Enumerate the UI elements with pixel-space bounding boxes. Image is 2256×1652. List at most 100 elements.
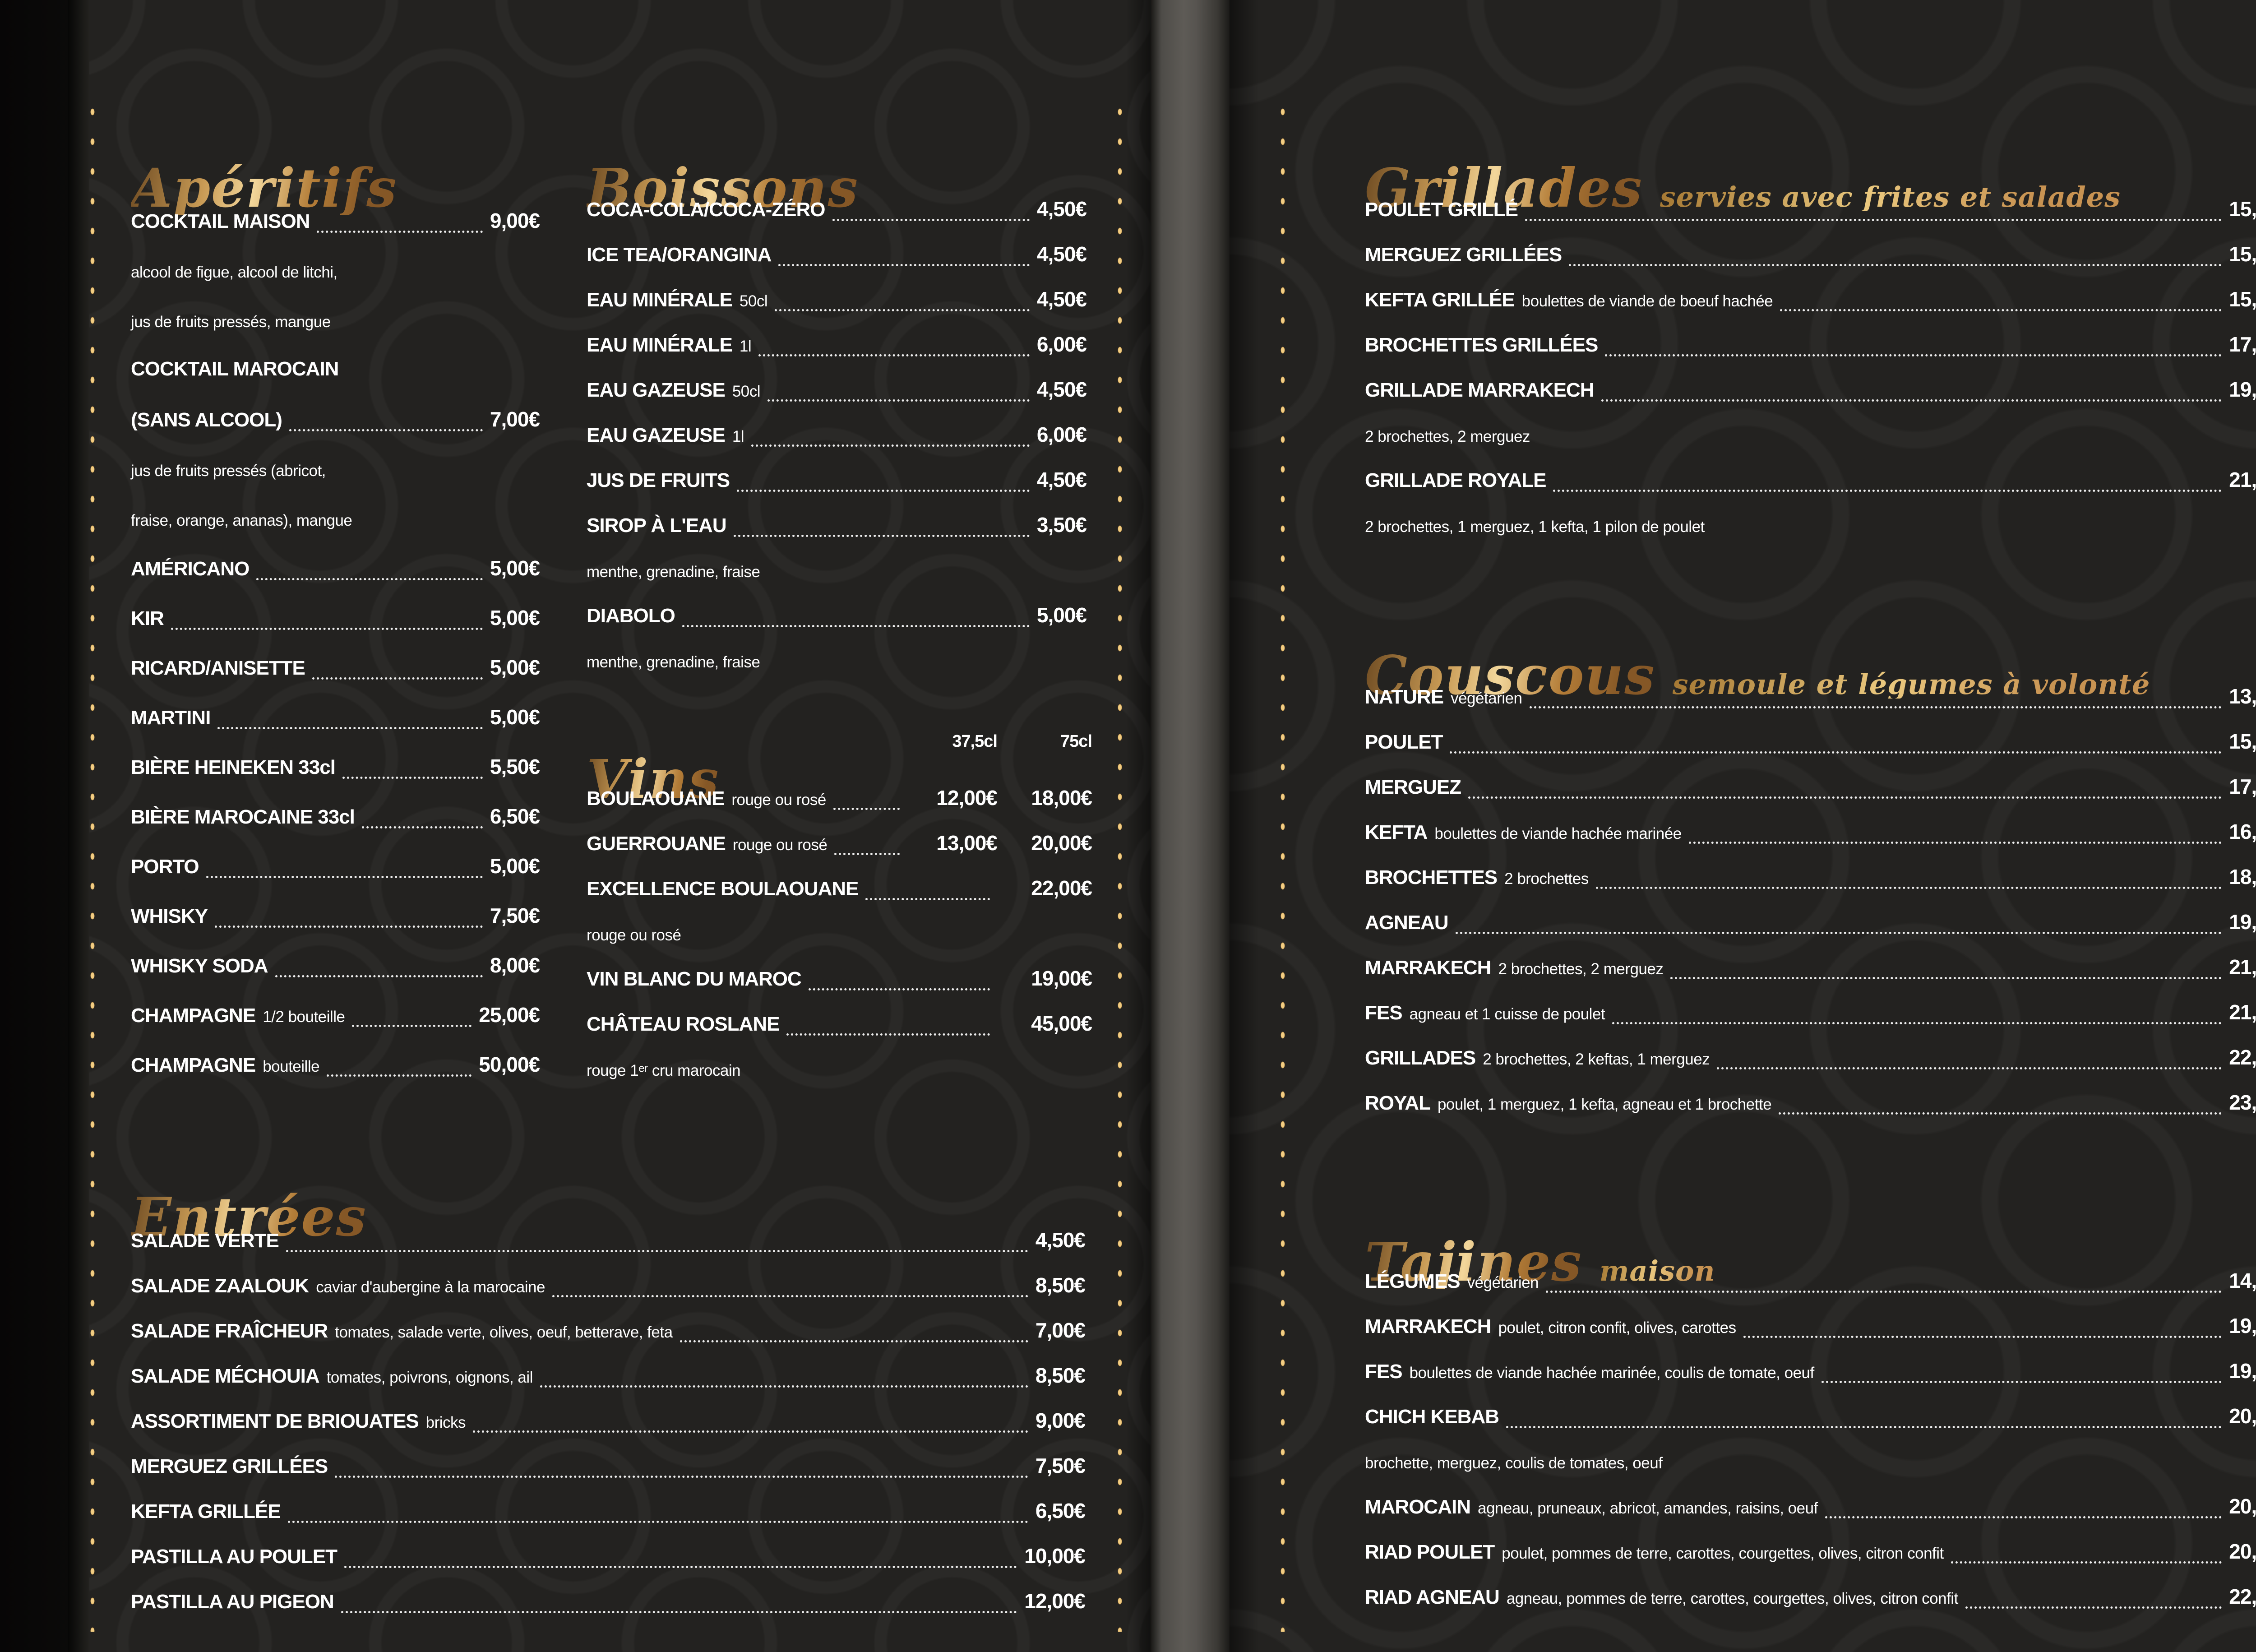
item-price: 20,00€	[2229, 1540, 2256, 1563]
menu-page-right: Grillades servies avec frites et salades…	[1230, 0, 2256, 1652]
dotted-leader	[206, 876, 483, 878]
menu-item-row: CHICH KEBAB 20,00€	[1365, 1392, 2256, 1437]
dotted-leader	[1780, 309, 2222, 311]
dotted-leader	[256, 578, 483, 580]
menu-item-row: COCA-COLA/COCA-ZÉRO 4,50€	[587, 185, 1087, 230]
menu-item-row: GRILLADE MARRAKECH 19,50€	[1365, 366, 2256, 411]
item-price: 18,00€	[2229, 865, 2256, 888]
gold-dotted-border	[1116, 97, 1124, 1632]
dotted-leader	[287, 1521, 1028, 1523]
item-price: 15,50€	[2229, 287, 2256, 311]
dotted-leader	[751, 444, 1030, 447]
item-note: 1/2 bouteille	[263, 1008, 345, 1026]
item-price: 22,00€	[1031, 876, 1092, 900]
item-name: SALADE MÉCHOUIA	[131, 1365, 320, 1387]
item-price: 4,50€	[1036, 378, 1087, 401]
dotted-leader	[737, 490, 1030, 492]
item-name: BOULAOUANE	[587, 787, 725, 810]
dotted-leader	[1450, 751, 2222, 754]
item-name: MERGUEZ GRILLÉES	[1365, 244, 1562, 266]
item-price: 17,00€	[2229, 775, 2256, 798]
menu-item-description-row: brochette, merguez, coulis de tomates, o…	[1365, 1437, 2256, 1482]
item-note: agneau, pommes de terre, carottes, courg…	[1506, 1590, 1958, 1607]
menu-item-row: KIR 5,00€	[131, 596, 540, 645]
dotted-leader	[327, 1074, 472, 1077]
menu-item-description-row: menthe, grenadine, fraise	[587, 546, 1086, 591]
dotted-leader	[1525, 219, 2222, 221]
item-name: GUERROUANE	[587, 833, 726, 855]
menu-item-row: MERGUEZ GRILLÉES 7,50€	[131, 1442, 1086, 1487]
menu-item-row: PASTILLA AU POULET 10,00€	[131, 1532, 1086, 1577]
item-price: 7,50€	[1035, 1454, 1086, 1477]
item-description: fraise, orange, ananas), mangue	[131, 512, 352, 529]
item-price: 22,50€	[2229, 1046, 2256, 1069]
item-name: CHICH KEBAB	[1365, 1406, 1499, 1428]
item-price: 4,50€	[1036, 287, 1087, 311]
item-price: 19,50€	[2229, 378, 2256, 401]
item-name: AGNEAU	[1365, 912, 1449, 934]
item-name: JUS DE FRUITS	[587, 469, 730, 491]
dotted-leader	[1529, 706, 2222, 708]
section-title-boissons: Boissons	[587, 156, 859, 219]
menu-item-row: COCKTAIL MAROCAIN	[131, 347, 540, 397]
item-price: 6,50€	[490, 805, 540, 828]
item-price: 21,50€	[2229, 1000, 2256, 1024]
menu-item-row: BIÈRE MAROCAINE 33cl 6,50€	[131, 794, 540, 844]
item-name: CHAMPAGNE	[131, 1054, 256, 1076]
dotted-leader	[286, 1250, 1028, 1252]
item-price: 4,50€	[1035, 1228, 1086, 1252]
item-price: 25,00€	[479, 1003, 540, 1027]
item-note: boulettes de viande de boeuf hachée	[1521, 292, 1773, 310]
dotted-leader	[778, 264, 1030, 266]
menu-item-row: VIN BLANC DU MAROC 19,00€	[587, 954, 1092, 1000]
menu-item-row: KEFTA boulettes de viande hachée marinée 1…	[1365, 808, 2256, 853]
dotted-leader	[682, 625, 1030, 627]
menu-item-description-row: 2 brochettes, 1 merguez, 1 kefta, 1 pilo…	[1365, 501, 2256, 546]
item-name: MERGUEZ GRILLÉES	[131, 1455, 328, 1477]
menu-item-row: RIAD POULET poulet, pommes de terre, caro…	[1365, 1527, 2256, 1573]
item-name: KEFTA	[1365, 821, 1428, 843]
item-name: BROCHETTES GRILLÉES	[1365, 334, 1598, 356]
item-name: CHÂTEAU ROSLANE	[587, 1013, 780, 1035]
menu-item-row: WHISKY 7,50€	[131, 893, 540, 943]
menu-item-row: NATURE végétarien 13,00€	[1365, 672, 2256, 717]
dotted-leader	[342, 777, 483, 779]
dotted-leader	[1717, 1067, 2222, 1069]
menu-item-row: PASTILLA AU PIGEON 12,00€	[131, 1577, 1086, 1622]
menu-item-row: EAU MINÉRALE 50cl 4,50€	[587, 275, 1087, 320]
menu-item-row: MARRAKECH poulet, citron confit, olives, …	[1365, 1302, 2256, 1347]
item-price: 7,50€	[490, 904, 540, 927]
item-name: FES	[1365, 1002, 1403, 1024]
section-items: POULET GRILLÉ 15,00€ MERGUEZ GRILLÉES 15,50…	[1365, 185, 2256, 546]
dotted-leader	[217, 727, 483, 729]
dotted-leader	[808, 988, 990, 990]
dotted-leader	[1688, 842, 2222, 844]
item-description: menthe, grenadine, fraise	[587, 563, 760, 581]
section-title-tajines: Tajines	[1365, 1230, 1582, 1293]
item-name: EAU GAZEUSE	[587, 424, 726, 446]
wine-size-column-headers: 37,5cl 75cl	[907, 732, 1092, 751]
menu-item-row: EXCELLENCE BOULAOUANE 22,00€	[587, 864, 1092, 909]
section-subtitle-grillades: servies avec frites et salades	[1660, 180, 2121, 213]
dotted-leader	[1951, 1561, 2222, 1564]
item-price: 13,00€	[2229, 685, 2256, 708]
section-items: COCA-COLA/COCA-ZÉRO 4,50€ ICE TEA/ORANGINA…	[587, 185, 1087, 681]
item-description: 2 brochettes, 2 merguez	[1365, 428, 1530, 445]
item-description: brochette, merguez, coulis de tomates, o…	[1365, 1454, 1663, 1472]
dotted-leader	[1670, 977, 2222, 979]
item-note: boulettes de viande hachée marinée, coul…	[1409, 1364, 1815, 1382]
section-items: SALADE VERTE 4,50€ SALADE ZAALOUK caviar d'…	[131, 1216, 1086, 1622]
page-gap	[1151, 0, 1230, 1652]
menu-item-row: SALADE FRAÎCHEUR tomates, salade verte, o…	[131, 1306, 1086, 1351]
section-title-grillades: Grillades	[1365, 156, 1643, 219]
item-price: 7,00€	[490, 407, 540, 431]
item-name: MERGUEZ	[1365, 776, 1461, 798]
dotted-leader	[344, 1566, 1017, 1568]
item-name: GRILLADE ROYALE	[1365, 469, 1546, 491]
menu-item-row: MARTINI 5,00€	[131, 695, 540, 745]
dotted-leader	[680, 1340, 1028, 1342]
item-name: KEFTA GRILLÉE	[1365, 289, 1515, 311]
item-name: MARTINI	[131, 707, 211, 729]
item-note: poulet, 1 merguez, 1 kefta, agneau et 1 …	[1437, 1096, 1772, 1113]
item-name: SALADE FRAÎCHEUR	[131, 1320, 328, 1342]
